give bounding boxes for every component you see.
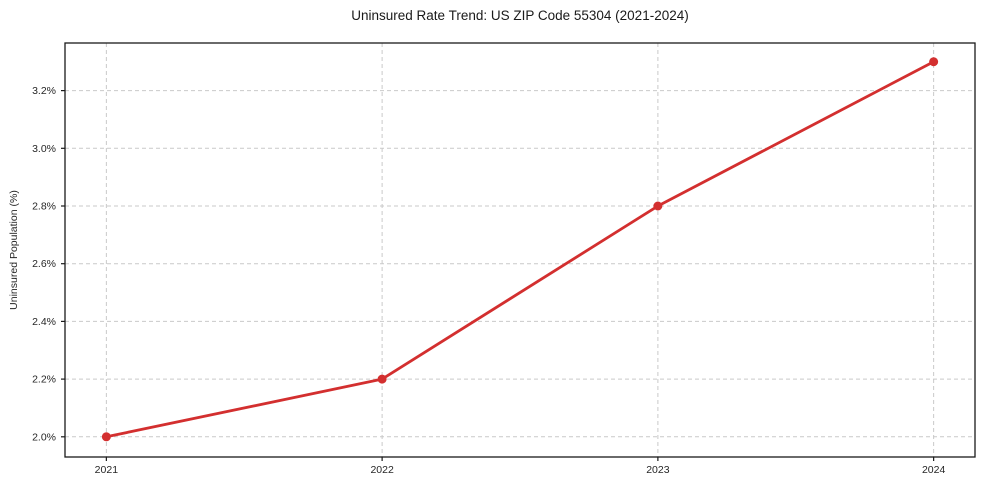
x-tick-label: 2023 (646, 464, 670, 476)
data-point-2024 (929, 57, 939, 67)
trend-line (104, 60, 936, 439)
y-tick-label: 3.0% (32, 143, 56, 155)
axes-frame (64, 42, 976, 458)
data-point-2022 (377, 374, 387, 384)
y-tick-label: 2.4% (32, 316, 56, 328)
y-tick-label: 2.8% (32, 201, 56, 213)
x-tick-label: 2024 (922, 464, 946, 476)
x-tick-label: 2022 (370, 464, 394, 476)
data-point-2023 (653, 201, 663, 211)
y-tick-label: 2.2% (32, 374, 56, 386)
y-tick-label: 3.2% (32, 85, 56, 97)
y-tick-label: 2.6% (32, 258, 56, 270)
x-tick-label: 2021 (95, 464, 119, 476)
y-tick-label: 2.0% (32, 431, 56, 443)
chart-title: Uninsured Rate Trend: US ZIP Code 55304 … (351, 8, 689, 23)
data-point-2021 (101, 432, 111, 442)
